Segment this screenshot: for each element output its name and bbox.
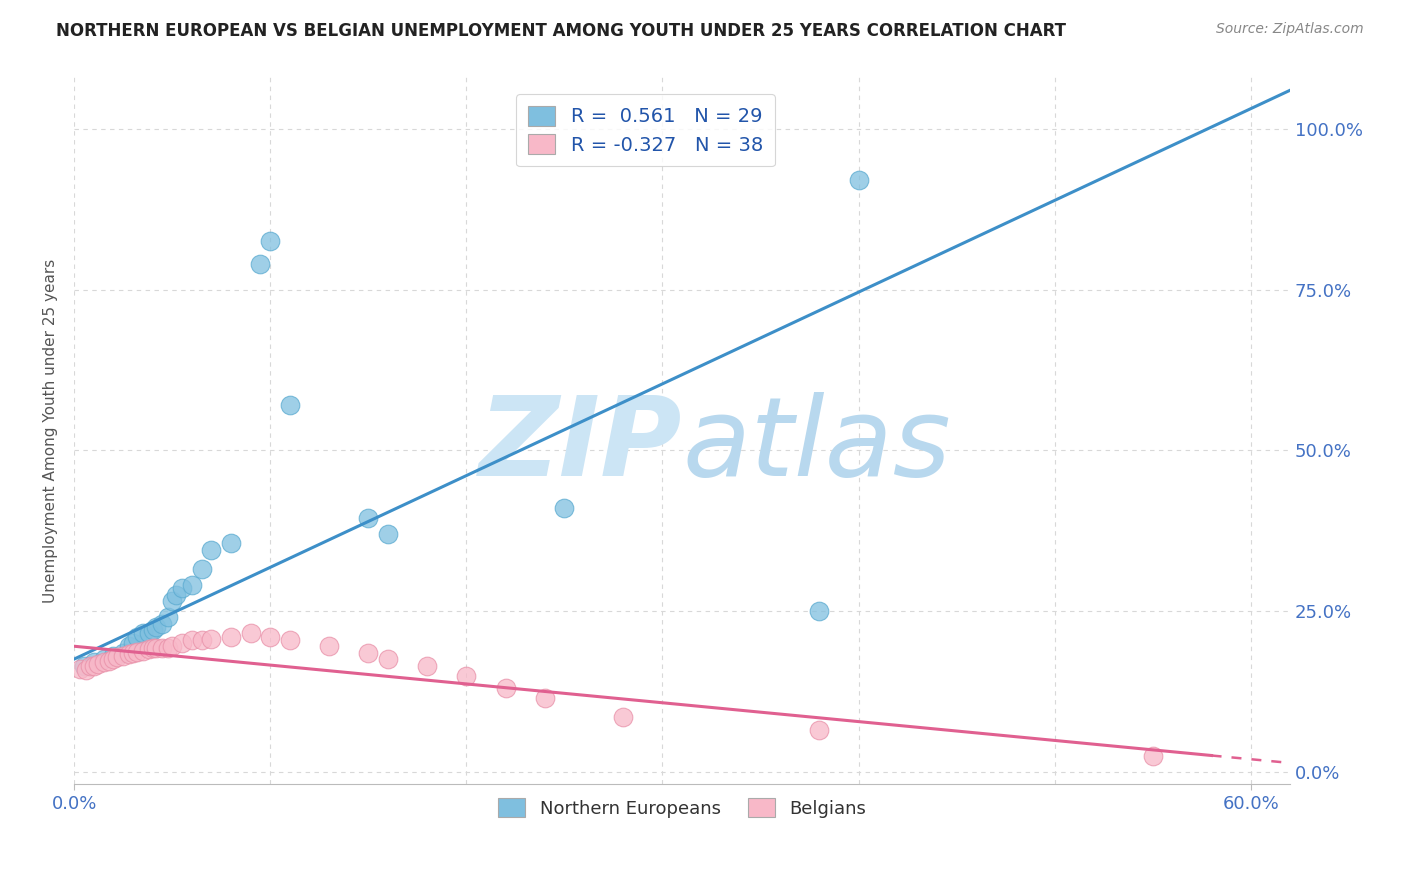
Legend: Northern Europeans, Belgians: Northern Europeans, Belgians — [491, 791, 873, 825]
Point — [112, 646, 135, 660]
Point — [69, 662, 91, 676]
Point — [200, 542, 222, 557]
Point — [145, 620, 167, 634]
Point — [157, 640, 180, 655]
Point — [93, 652, 115, 666]
Point — [125, 645, 148, 659]
Text: Source: ZipAtlas.com: Source: ZipAtlas.com — [1216, 22, 1364, 37]
Point — [612, 710, 634, 724]
Point — [180, 578, 202, 592]
Point — [118, 647, 141, 661]
Point — [103, 648, 125, 663]
Point — [157, 610, 180, 624]
Point — [259, 630, 281, 644]
Point — [145, 641, 167, 656]
Point — [105, 650, 128, 665]
Point — [160, 594, 183, 608]
Point — [456, 669, 478, 683]
Point — [848, 173, 870, 187]
Point — [132, 626, 155, 640]
Point — [180, 632, 202, 647]
Point — [170, 636, 193, 650]
Point — [160, 639, 183, 653]
Point — [377, 652, 399, 666]
Point — [141, 623, 163, 637]
Point — [118, 639, 141, 653]
Point — [170, 582, 193, 596]
Point — [259, 235, 281, 249]
Point — [278, 632, 301, 647]
Point — [165, 588, 187, 602]
Point — [83, 658, 105, 673]
Point — [219, 630, 242, 644]
Point — [278, 398, 301, 412]
Text: ZIP: ZIP — [478, 392, 682, 499]
Point — [112, 648, 135, 663]
Point — [553, 501, 575, 516]
Point — [93, 656, 115, 670]
Point — [808, 604, 831, 618]
Y-axis label: Unemployment Among Youth under 25 years: Unemployment Among Youth under 25 years — [44, 259, 58, 603]
Point — [125, 630, 148, 644]
Point — [122, 646, 145, 660]
Point — [249, 257, 271, 271]
Point — [122, 636, 145, 650]
Point — [357, 646, 380, 660]
Point — [138, 626, 160, 640]
Point — [103, 652, 125, 666]
Point — [98, 654, 121, 668]
Point — [200, 632, 222, 646]
Point — [86, 657, 108, 671]
Point — [318, 639, 340, 653]
Point — [73, 658, 96, 673]
Point — [141, 641, 163, 656]
Point — [79, 658, 101, 673]
Point — [219, 536, 242, 550]
Point — [239, 626, 262, 640]
Point — [377, 526, 399, 541]
Point — [132, 644, 155, 658]
Point — [75, 663, 97, 677]
Point — [150, 616, 173, 631]
Text: atlas: atlas — [682, 392, 950, 499]
Point — [495, 681, 517, 695]
Text: NORTHERN EUROPEAN VS BELGIAN UNEMPLOYMENT AMONG YOUTH UNDER 25 YEARS CORRELATION: NORTHERN EUROPEAN VS BELGIAN UNEMPLOYMEN… — [56, 22, 1066, 40]
Point — [190, 562, 212, 576]
Point — [533, 690, 555, 705]
Point — [83, 656, 105, 670]
Point — [357, 510, 380, 524]
Point — [416, 658, 439, 673]
Point — [1142, 748, 1164, 763]
Point — [808, 723, 831, 737]
Point — [150, 640, 173, 655]
Point — [138, 642, 160, 657]
Point — [190, 632, 212, 647]
